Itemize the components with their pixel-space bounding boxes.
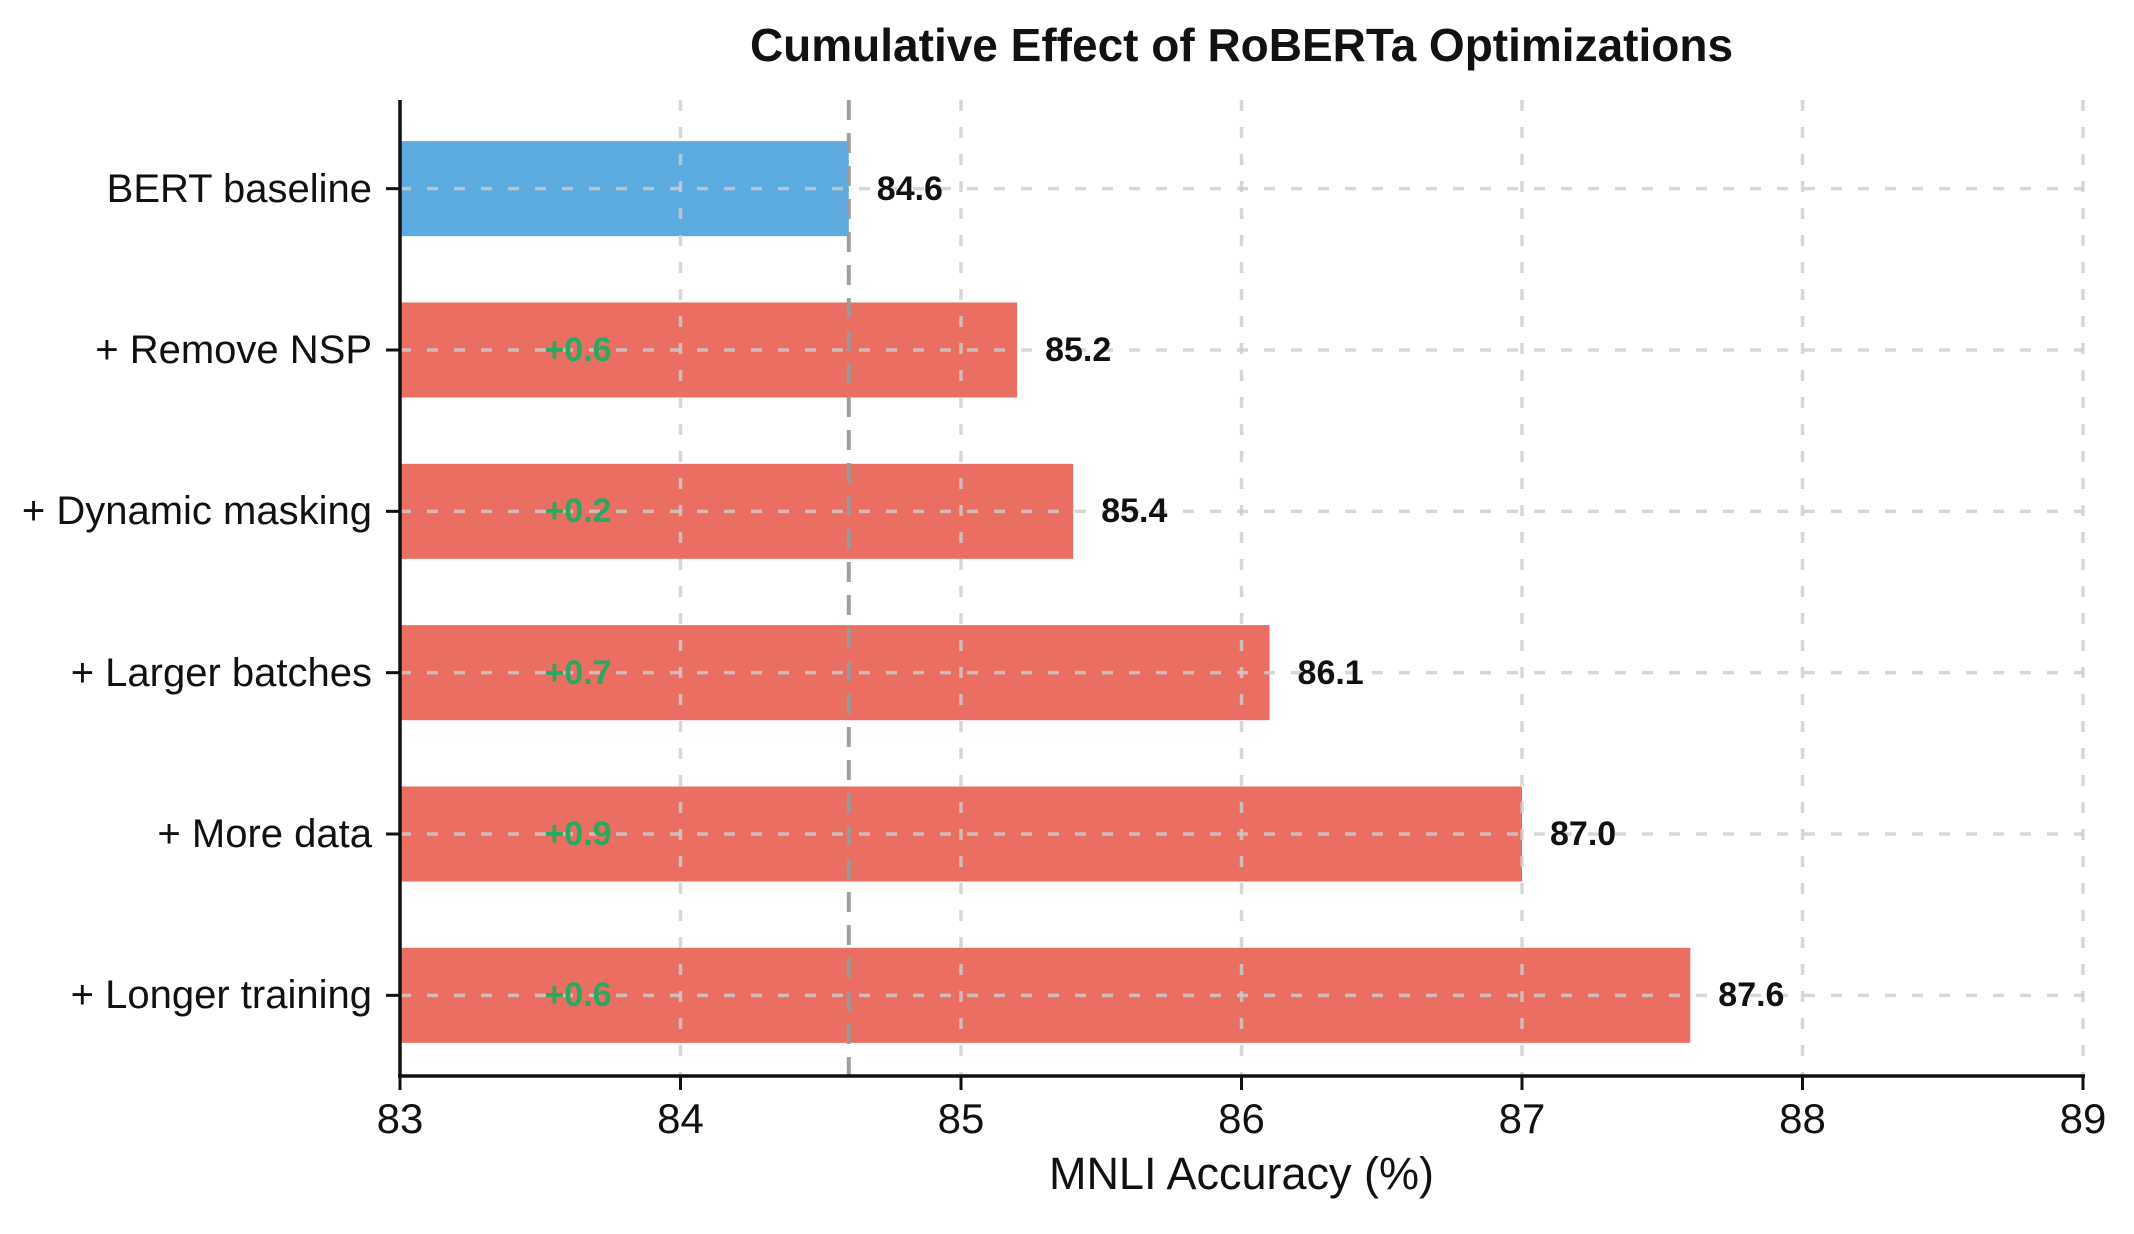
value-label: 87.6	[1718, 976, 1785, 1015]
category-label: BERT baseline	[106, 166, 372, 211]
value-label: 84.6	[876, 169, 943, 208]
bar	[400, 302, 1018, 398]
x-tick-label: 83	[376, 1095, 424, 1142]
chart-title: Cumulative Effect of RoBERTa Optimizatio…	[749, 19, 1734, 71]
category-label: + More data	[157, 812, 372, 856]
x-tick-label: 88	[1779, 1095, 1826, 1142]
delta-label: +0.7	[544, 653, 612, 692]
x-tick-label: 87	[1498, 1095, 1546, 1142]
category-label: + Remove NSP	[95, 328, 372, 372]
value-label: 85.2	[1045, 331, 1112, 369]
value-label: 86.1	[1297, 653, 1364, 692]
x-tick-label: 85	[937, 1095, 985, 1142]
delta-label: +0.9	[544, 815, 612, 853]
value-label: 85.4	[1101, 492, 1168, 531]
bar	[400, 625, 1270, 721]
delta-label: +0.6	[544, 976, 612, 1015]
category-label: + Larger batches	[70, 650, 372, 695]
value-label: 87.0	[1550, 815, 1617, 853]
delta-label: +0.6	[544, 331, 612, 369]
category-label: + Dynamic masking	[21, 489, 372, 534]
x-axis-label: MNLI Accuracy (%)	[1048, 1148, 1435, 1199]
x-tick-label: 84	[657, 1095, 704, 1142]
category-label: + Longer training	[70, 973, 372, 1018]
bar	[400, 463, 1074, 559]
delta-label: +0.2	[544, 492, 612, 531]
bar-baseline	[400, 141, 849, 237]
x-tick-label: 86	[1218, 1095, 1265, 1142]
x-tick-label: 89	[2059, 1095, 2107, 1142]
